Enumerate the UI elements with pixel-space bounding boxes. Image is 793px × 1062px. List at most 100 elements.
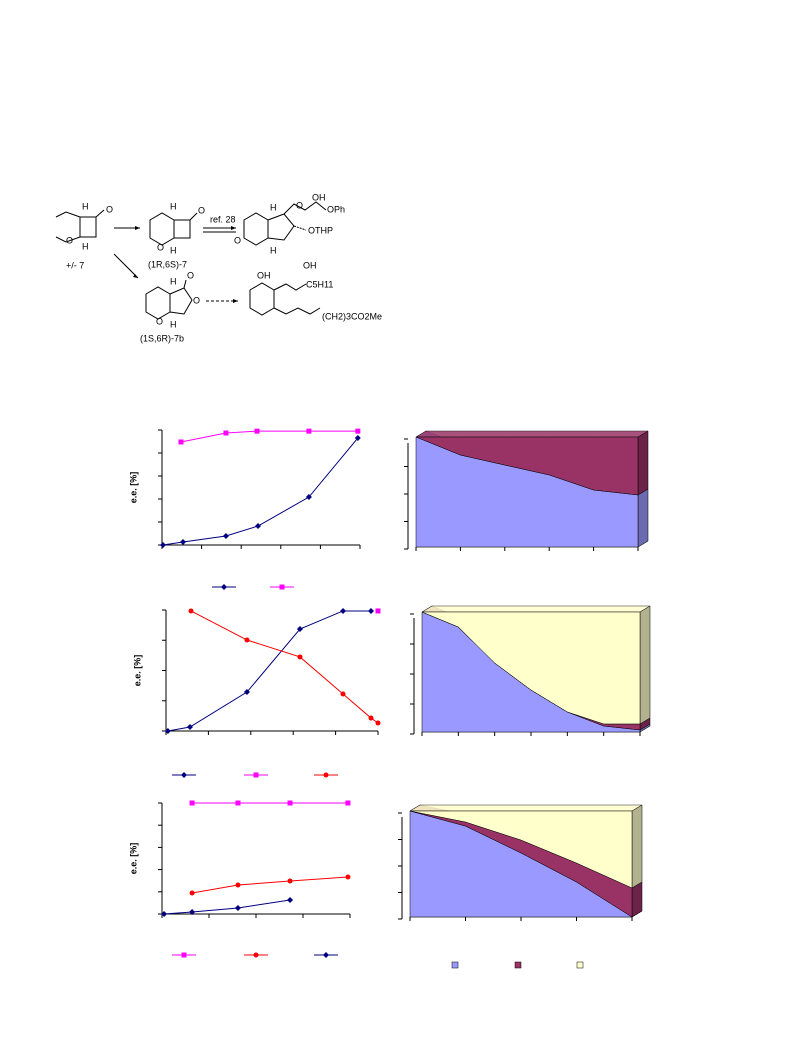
group: (CH2)3CO2Me [322, 311, 382, 321]
y-axis-label: e.e. [%] [128, 843, 138, 875]
area-side [639, 605, 651, 725]
group: C5H11 [306, 279, 333, 289]
atom: O [198, 205, 205, 215]
atom: O [156, 316, 163, 326]
point [296, 625, 303, 632]
series-line [180, 430, 358, 443]
area [415, 436, 639, 496]
point [355, 428, 361, 434]
point [375, 608, 381, 614]
atom: H [170, 245, 177, 255]
series-line [191, 876, 348, 894]
group: OH [257, 270, 271, 280]
arrowhead [231, 226, 236, 230]
point [368, 607, 375, 614]
point [254, 428, 260, 434]
group: OH [303, 260, 317, 270]
atom: O [157, 242, 164, 252]
legend-marker [253, 952, 259, 958]
area [409, 810, 633, 889]
point [235, 882, 241, 888]
atom: O [234, 235, 241, 245]
point [223, 430, 229, 436]
atom: H [170, 319, 177, 329]
point [354, 435, 361, 442]
group: OTHP [308, 225, 333, 235]
atom: H [82, 201, 89, 211]
series-line [190, 610, 379, 724]
point [222, 533, 229, 540]
area-side [637, 488, 649, 548]
structure [145, 279, 193, 320]
point [234, 905, 241, 912]
point [287, 800, 293, 806]
point [297, 654, 303, 660]
series-line [164, 899, 291, 915]
atom: H [82, 241, 89, 251]
atom: H [170, 201, 177, 211]
point [235, 800, 241, 806]
arrowhead [133, 274, 138, 278]
group: OPh [327, 204, 345, 214]
area-top [409, 804, 643, 812]
series-line [167, 610, 372, 732]
point [255, 523, 262, 530]
atom: O [193, 295, 200, 305]
legend-marker [514, 961, 522, 969]
legend-marker [323, 952, 329, 958]
point [186, 724, 193, 731]
point [287, 897, 294, 904]
legend-marker [221, 584, 227, 590]
area-top [415, 430, 649, 438]
point [305, 494, 312, 501]
structure [249, 282, 321, 316]
point [159, 542, 166, 548]
atom: O [187, 270, 194, 280]
atom: O [66, 235, 73, 245]
group: OH [312, 192, 326, 202]
atom: H [170, 276, 177, 286]
area-side [637, 430, 649, 496]
compound-label: (1S,6R)-7b [140, 333, 184, 343]
point [287, 878, 293, 884]
arrowhead [135, 226, 140, 230]
scheme: H O O H +/- 7 H O O H (1R,6S)-7 ref. 28 … [55, 192, 382, 343]
point [306, 428, 312, 434]
series-line [162, 437, 359, 546]
point [244, 637, 250, 643]
point [243, 689, 250, 696]
point [189, 909, 196, 916]
point [340, 691, 346, 697]
legend-marker [181, 772, 187, 778]
area-side [631, 804, 643, 889]
arrow [113, 253, 139, 279]
structure [149, 212, 198, 246]
point [345, 874, 351, 880]
y-axis-label: e.e. [%] [128, 472, 138, 504]
reference: ref. 28 [210, 214, 236, 224]
y-axis-label: e.e. [%] [132, 655, 142, 687]
atom: H [270, 202, 277, 212]
atom: H [270, 245, 277, 255]
point [345, 800, 351, 806]
legend-marker [576, 961, 584, 969]
structure [243, 201, 327, 246]
compound-label: (1R,6S)-7 [148, 259, 187, 269]
point [189, 890, 195, 896]
area-top [421, 605, 651, 613]
point [368, 715, 374, 721]
point [189, 800, 195, 806]
structure [55, 209, 105, 243]
area [421, 611, 641, 725]
atom: O [106, 204, 113, 214]
legend-marker [323, 772, 329, 778]
point [164, 728, 171, 734]
point [179, 539, 186, 546]
point [340, 607, 347, 614]
compound-label: +/- 7 [66, 260, 84, 270]
point [188, 608, 194, 614]
point [161, 911, 168, 917]
legend-marker [253, 772, 259, 778]
